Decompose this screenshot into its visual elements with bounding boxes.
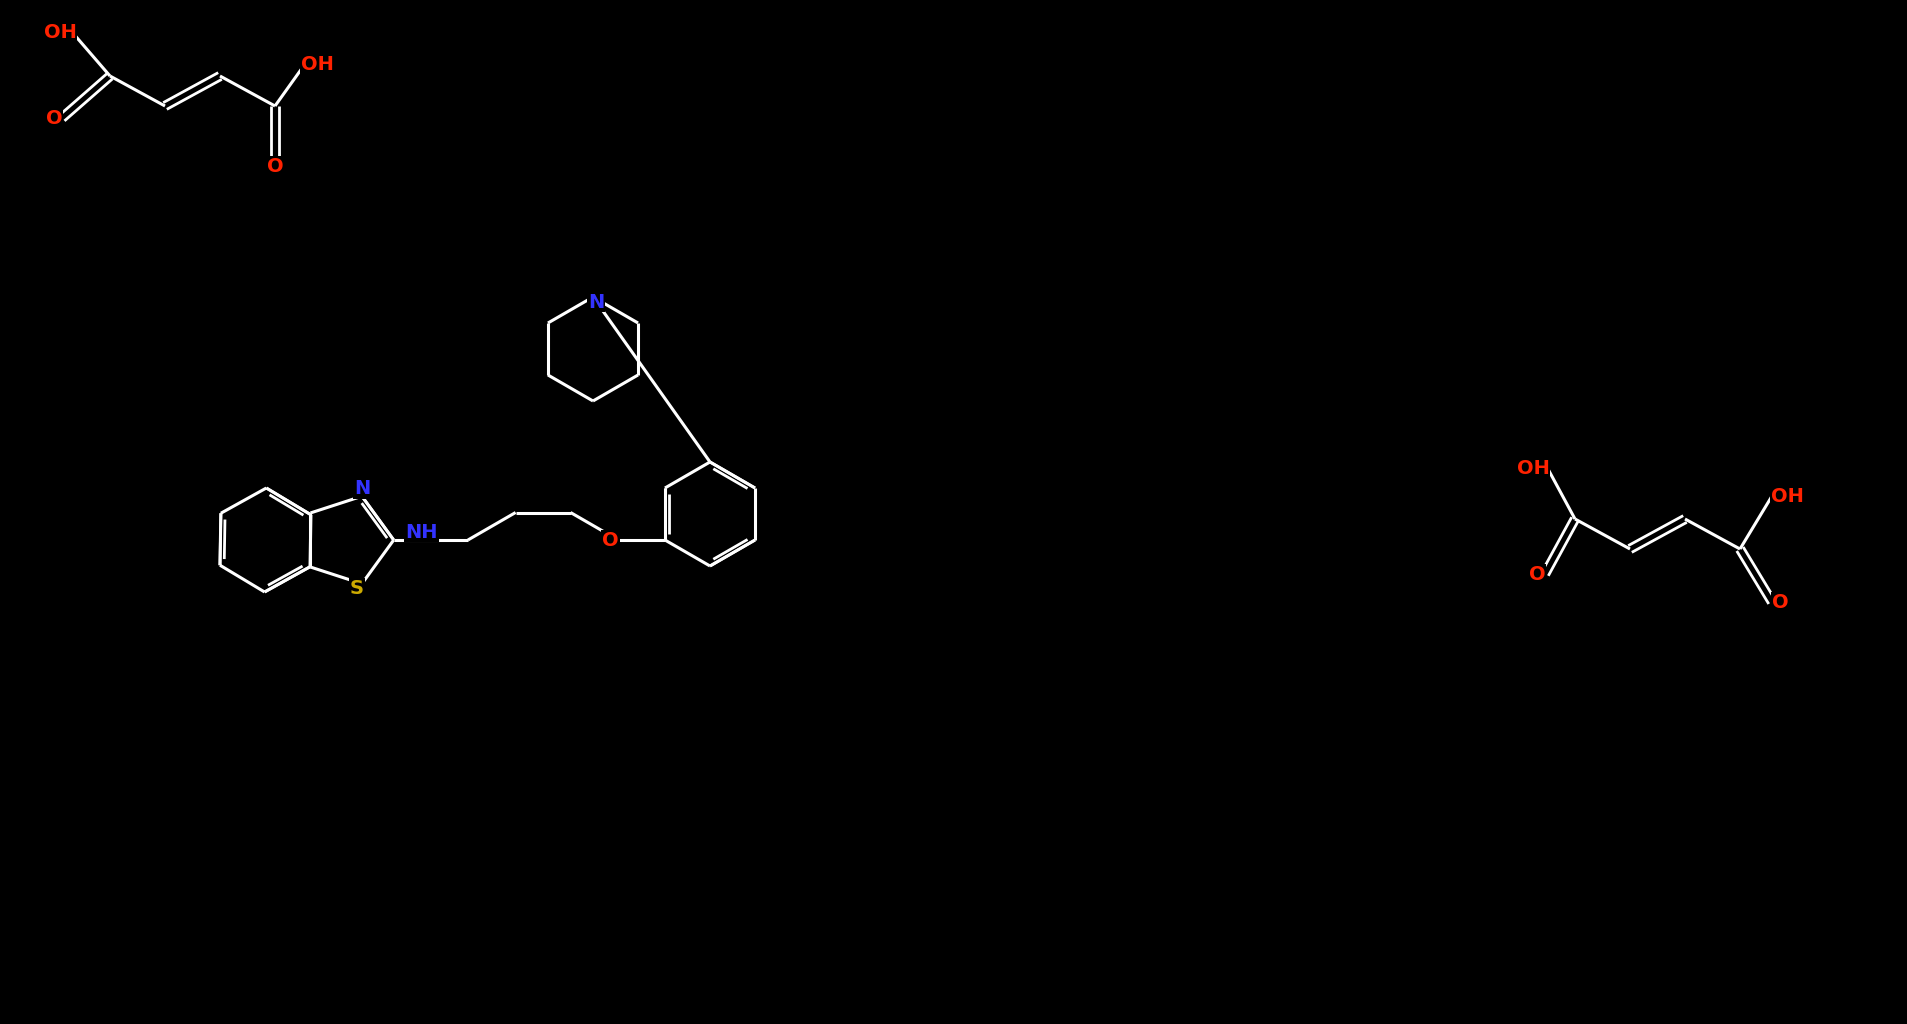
Text: OH: OH <box>44 23 76 42</box>
Text: OH: OH <box>1770 486 1802 506</box>
Text: O: O <box>601 530 618 550</box>
Text: O: O <box>46 109 63 128</box>
Text: O: O <box>267 157 282 175</box>
Text: N: N <box>587 293 605 311</box>
Text: OH: OH <box>301 54 334 74</box>
Text: NH: NH <box>406 522 439 542</box>
Text: N: N <box>353 479 370 498</box>
Text: O: O <box>1772 593 1787 611</box>
Text: O: O <box>1528 564 1545 584</box>
Text: S: S <box>349 580 364 598</box>
Text: OH: OH <box>1516 460 1548 478</box>
